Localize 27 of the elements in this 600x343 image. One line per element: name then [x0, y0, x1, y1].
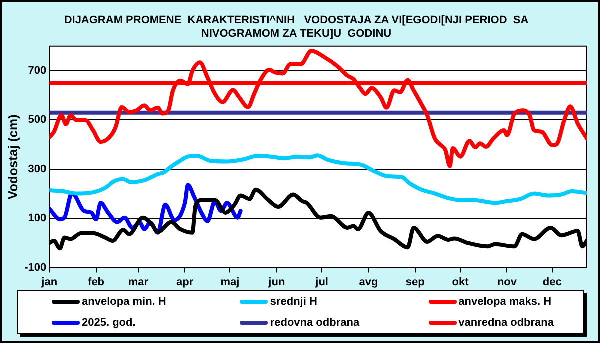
x-tick-label: apr	[176, 276, 194, 288]
x-tick-label: jan	[40, 276, 58, 288]
x-tick-label: maj	[220, 276, 240, 288]
line-series	[50, 49, 587, 168]
x-tick-label: jun	[268, 276, 286, 288]
y-tick-label: 100	[28, 212, 47, 225]
x-tick-label: okt	[452, 276, 470, 288]
line-series	[50, 154, 587, 206]
y-tick-label: 500	[28, 114, 47, 126]
legend-label: 2025. god.	[82, 316, 136, 328]
y-tick-label: 300	[28, 163, 47, 176]
x-tick-label: avg	[359, 276, 378, 288]
legend-label: anvelopa maks. H	[458, 296, 552, 308]
legend-label: srednji H	[270, 296, 318, 308]
legend-label: vanredna odbrana	[458, 316, 554, 328]
y-axis-title: Vodostaj (cm)	[5, 114, 20, 200]
y-tick-label: 700	[28, 65, 47, 78]
x-tick-label: sep	[406, 276, 426, 288]
x-tick-label: nov	[497, 276, 518, 288]
legend-label: anvelopa min. H	[82, 296, 166, 308]
legend-label: redovna odbrana	[270, 316, 360, 328]
x-tick-label: mar	[128, 276, 150, 288]
y-tick-label: -100	[24, 262, 47, 274]
x-tick-label: feb	[88, 276, 105, 288]
x-tick-label: dec	[542, 276, 562, 288]
chart-title: DIJAGRAM PROMENE KARAKTERISTI^NIH VODOSTAJA ZA VI[EGODI[NJI PERIOD SA NIVOGRAMOM ZA TEKU]U GODINU	[64, 14, 529, 40]
x-tick-label: jul	[314, 276, 328, 288]
